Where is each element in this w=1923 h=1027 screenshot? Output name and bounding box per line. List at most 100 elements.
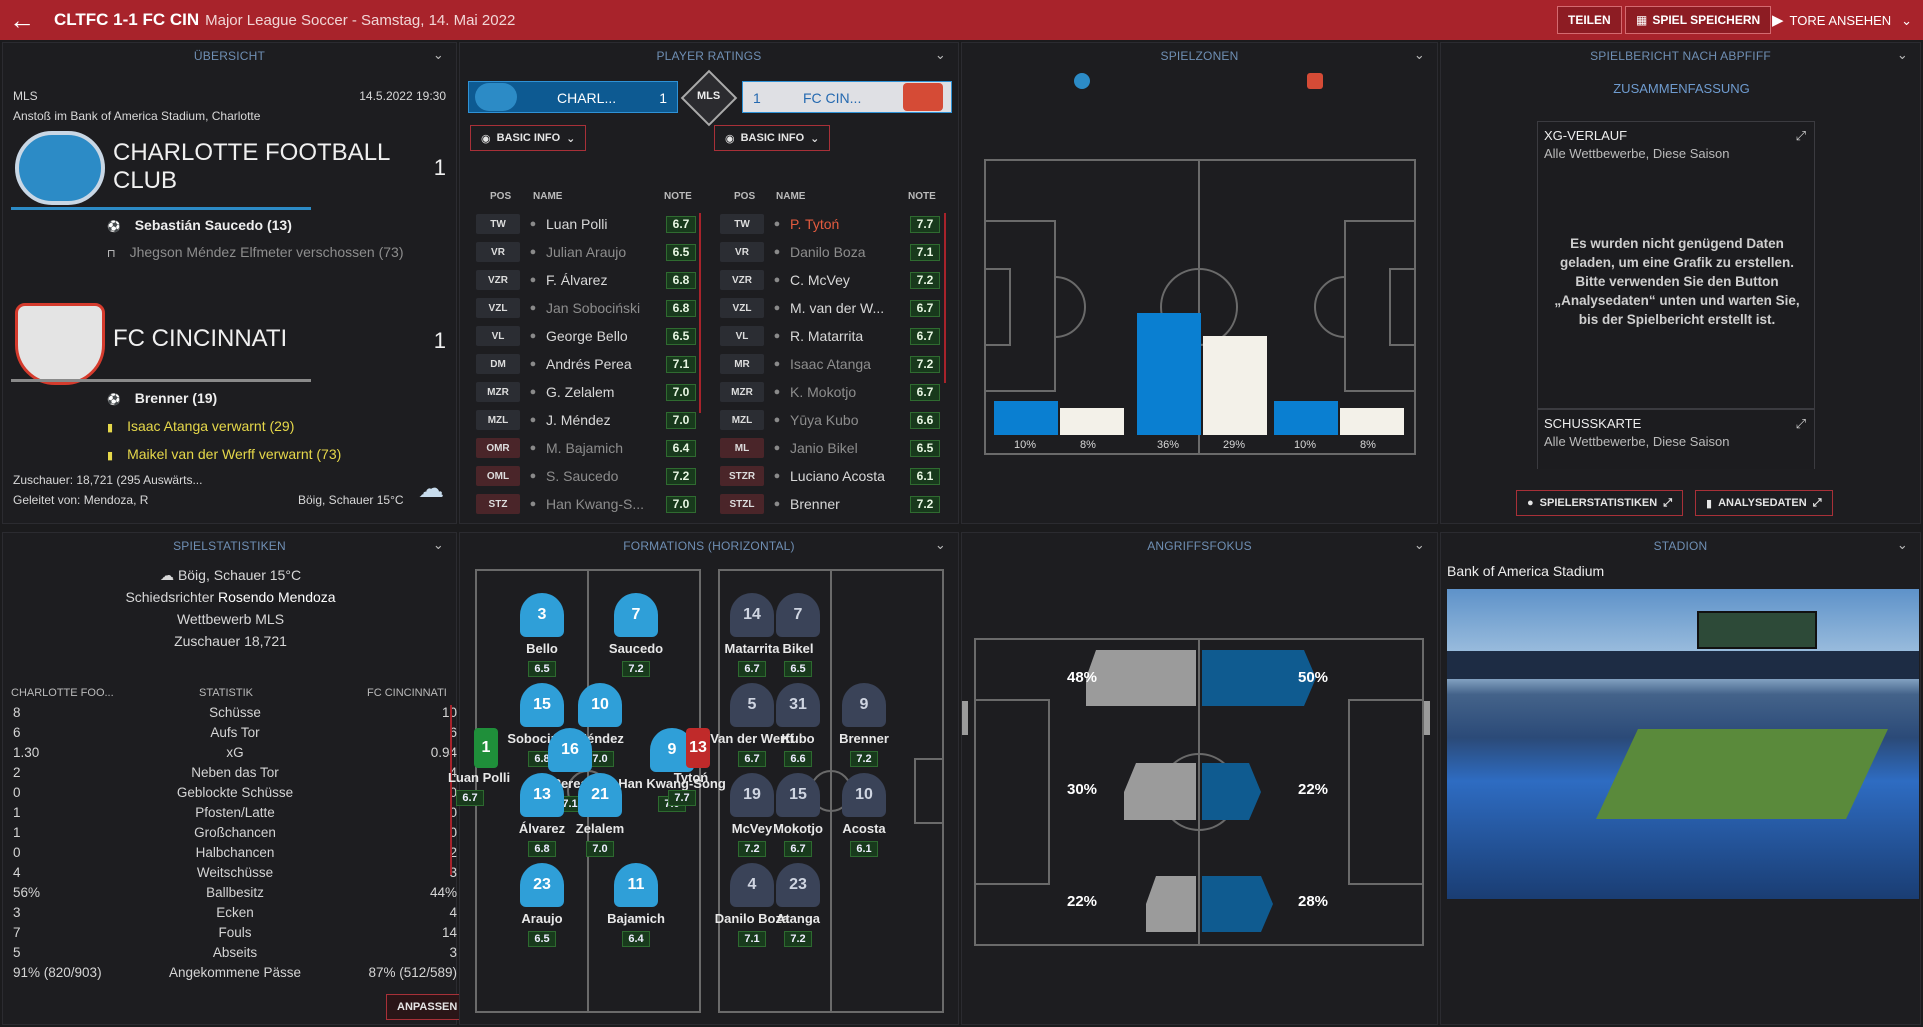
rating-row[interactable]: VL ● R. Matarrita 6.7 [720, 323, 950, 349]
col-note[interactable]: NOTE [908, 191, 936, 202]
rating-row[interactable]: TW ● P. Tytoń 7.7 [720, 211, 950, 237]
player-name[interactable]: S. Saucedo [546, 468, 619, 484]
player-shirt-icon[interactable]: 15 [776, 773, 820, 817]
rating-row[interactable]: STZL ● Brenner 7.2 [720, 491, 950, 517]
player-name[interactable]: Bajamich [607, 911, 665, 926]
rating-row[interactable]: MR ● Isaac Atanga 7.2 [720, 351, 950, 377]
player-shirt-icon[interactable]: 10 [578, 683, 622, 727]
chevron-down-icon[interactable]: ⌄ [1413, 47, 1425, 62]
player-name[interactable]: J. Méndez [546, 412, 611, 428]
rating-row[interactable]: MZR ● K. Mokotjo 6.7 [720, 379, 950, 405]
player-name[interactable]: Acosta [842, 821, 886, 836]
rating-row[interactable]: VR ● Danilo Boza 7.1 [720, 239, 950, 265]
expand-icon[interactable]: ⤢ [1795, 416, 1806, 431]
watch-goals-button[interactable]: ▶ TORE ANSEHEN ⌄ [1772, 11, 1912, 29]
adjust-button[interactable]: ANPASSEN [386, 994, 469, 1020]
home-basic-info-dropdown[interactable]: ◉ BASIC INFO ⌄ [470, 125, 587, 151]
player-name[interactable]: George Bello [546, 328, 628, 344]
rating-row[interactable]: OML ● S. Saucedo 7.2 [476, 463, 706, 489]
player-name[interactable]: Álvarez [518, 821, 566, 836]
expand-icon[interactable]: ⤢ [1795, 128, 1806, 143]
player-shirt-icon[interactable]: 1 [474, 728, 498, 768]
rating-row[interactable]: STZ ● Han Kwang-S... 7.0 [476, 491, 706, 517]
rating-row[interactable]: TW ● Luan Polli 6.7 [476, 211, 706, 237]
player-name[interactable]: R. Matarrita [790, 328, 864, 344]
chevron-down-icon[interactable]: ⌄ [1901, 13, 1913, 28]
player-name[interactable]: Matarrita [724, 641, 780, 656]
player-name[interactable]: Isaac Atanga [790, 356, 871, 372]
player-name[interactable]: McVey [731, 821, 773, 836]
col-pos[interactable]: POS [490, 191, 512, 202]
player-name[interactable]: Danilo Boza [714, 911, 790, 926]
player-name[interactable]: M. Bajamich [546, 440, 624, 456]
rating-row[interactable]: VZL ● Jan Sobociński 6.8 [476, 295, 706, 321]
rating-row[interactable]: OMR ● M. Bajamich 6.4 [476, 435, 706, 461]
player-name[interactable]: Atanga [775, 911, 821, 926]
chevron-down-icon[interactable]: ⌄ [1413, 537, 1425, 552]
player-shirt-icon[interactable]: 9 [842, 683, 886, 727]
rating-row[interactable]: MZL ● J. Méndez 7.0 [476, 407, 706, 433]
player-name[interactable]: Julian Araujo [546, 244, 627, 260]
away-team-chip[interactable]: 1 FC CIN... [742, 81, 952, 113]
player-name[interactable]: M. van der W... [790, 300, 885, 316]
chevron-down-icon[interactable]: ⌄ [934, 537, 946, 552]
player-name[interactable]: Andrés Perea [546, 356, 632, 372]
save-match-button[interactable]: ▦ SPIEL SPEICHERN [1625, 6, 1772, 34]
rating-row[interactable]: ML ● Janio Bikel 6.5 [720, 435, 950, 461]
player-shirt-icon[interactable]: 13 [520, 773, 564, 817]
scrollbar[interactable] [944, 213, 946, 383]
summary-tab[interactable]: ZUSAMMENFASSUNG [1613, 81, 1750, 96]
scrollbar[interactable] [699, 213, 701, 413]
player-name[interactable]: Tytoń [673, 770, 709, 785]
player-name[interactable]: Brenner [839, 731, 889, 746]
player-name[interactable]: Han Kwang-Song [618, 776, 726, 791]
player-name[interactable]: Kubo [781, 731, 815, 746]
player-shirt-icon[interactable]: 23 [520, 863, 564, 907]
player-name[interactable]: F. Álvarez [546, 272, 608, 288]
rating-row[interactable]: MZR ● G. Zelalem 7.0 [476, 379, 706, 405]
player-shirt-icon[interactable]: 23 [776, 863, 820, 907]
player-name[interactable]: Janio Bikel [790, 440, 858, 456]
player-name[interactable]: Luan Polli [447, 770, 511, 785]
rating-row[interactable]: VL ● George Bello 6.5 [476, 323, 706, 349]
share-button[interactable]: TEILEN [1557, 6, 1622, 34]
player-shirt-icon[interactable]: 7 [614, 593, 658, 637]
player-name[interactable]: Van der Werff [710, 731, 794, 746]
player-shirt-icon[interactable]: 19 [730, 773, 774, 817]
away-team-name[interactable]: FC CINCINNATI [113, 325, 288, 352]
player-shirt-icon[interactable]: 10 [842, 773, 886, 817]
chevron-down-icon[interactable]: ⌄ [934, 47, 946, 62]
player-shirt-icon[interactable]: 13 [686, 728, 710, 768]
player-shirt-icon[interactable]: 21 [578, 773, 622, 817]
player-name[interactable]: Araujo [521, 911, 563, 926]
rating-row[interactable]: VZR ● F. Álvarez 6.8 [476, 267, 706, 293]
away-basic-info-dropdown[interactable]: ◉ BASIC INFO ⌄ [714, 125, 831, 151]
col-name[interactable]: NAME [776, 191, 806, 202]
player-shirt-icon[interactable]: 7 [776, 593, 820, 637]
player-shirt-icon[interactable]: 15 [520, 683, 564, 727]
player-name[interactable]: Jan Sobociński [546, 300, 641, 316]
player-name[interactable]: K. Mokotjo [790, 384, 857, 400]
player-stats-button[interactable]: ● SPIELERSTATISTIKEN ⤢ [1516, 490, 1684, 516]
player-name[interactable]: C. McVey [790, 272, 850, 288]
rating-row[interactable]: VZR ● C. McVey 7.2 [720, 267, 950, 293]
player-name[interactable]: G. Zelalem [546, 384, 615, 400]
player-shirt-icon[interactable]: 14 [730, 593, 774, 637]
player-name[interactable]: Luan Polli [546, 216, 608, 232]
scrollbar[interactable] [450, 705, 452, 875]
player-name[interactable]: Han Kwang-S... [546, 496, 645, 512]
player-name[interactable]: Saucedo [608, 641, 664, 656]
player-name[interactable]: P. Tytoń [790, 216, 840, 232]
player-shirt-icon[interactable]: 4 [730, 863, 774, 907]
rating-row[interactable]: MZL ● Yūya Kubo 6.6 [720, 407, 950, 433]
player-name[interactable]: Yūya Kubo [790, 412, 859, 428]
player-name[interactable]: Bello [526, 641, 558, 656]
player-shirt-icon[interactable]: 5 [730, 683, 774, 727]
home-team-chip[interactable]: CHARL... 1 [468, 81, 678, 113]
rating-row[interactable]: DM ● Andrés Perea 7.1 [476, 351, 706, 377]
rating-row[interactable]: VR ● Julian Araujo 6.5 [476, 239, 706, 265]
col-note[interactable]: NOTE [664, 191, 692, 202]
analysis-data-button[interactable]: ▮ ANALYSEDATEN ⤢ [1695, 490, 1833, 516]
player-name[interactable]: Danilo Boza [790, 244, 866, 260]
chevron-down-icon[interactable]: ⌄ [1896, 537, 1908, 552]
